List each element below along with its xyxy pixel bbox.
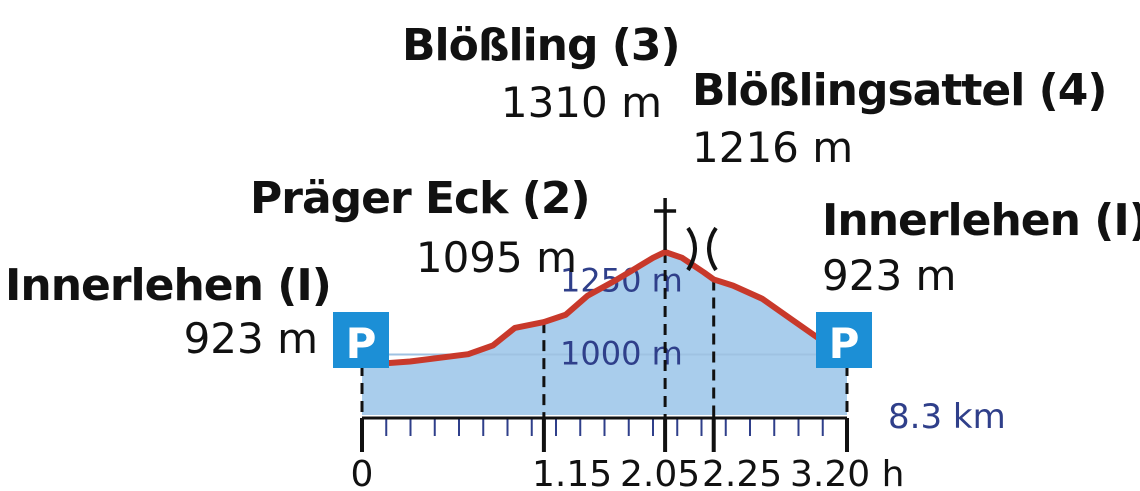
summit-cross-icon (654, 198, 677, 250)
time-tick-label: 0 (351, 454, 374, 491)
time-tick-label: 3.20 h (790, 454, 904, 491)
waypoint-elevation: 1095 m (416, 233, 577, 282)
saddle-icon (686, 226, 718, 272)
time-tick-label: 2.05 (620, 454, 700, 491)
waypoint-name: Innerlehen (I) (822, 195, 1140, 246)
waypoint-label: Innerlehen (I)923 m (5, 260, 332, 363)
time-tick-label: 2.25 (702, 454, 782, 491)
time-tick-label: 1.15 (532, 454, 612, 491)
waypoint-label: Präger Eck (2) 1095 m (250, 173, 591, 282)
waypoint-label: Blößling (3) 1310 m (402, 20, 681, 127)
parking-icon: P (816, 312, 872, 368)
waypoint-label: Innerlehen (I) 923 m (822, 195, 1140, 300)
waypoint-elevation: 923 m (184, 314, 318, 363)
waypoint-name: Blößling (3) (402, 20, 680, 71)
distance-label: 8.3 km (888, 397, 1006, 437)
route-line (359, 249, 850, 368)
waypoint-elevation: 923 m (822, 251, 956, 300)
elevation-band-label: 1250 m (560, 262, 683, 300)
waypoint-name: Innerlehen (I) (5, 260, 331, 311)
elevation-band-label: 1000 m (560, 335, 683, 373)
parking-icon: P (333, 312, 389, 368)
waypoint-elevation: 1310 m (501, 78, 662, 127)
waypoint-name: Blößlingsattel (4) (692, 65, 1107, 116)
waypoint-label: Blößlingsattel (4) 1216 m (692, 65, 1108, 172)
svg-text:P: P (829, 319, 860, 368)
svg-text:P: P (346, 319, 377, 368)
profile-area (362, 252, 847, 415)
waypoint-elevation: 1216 m (692, 123, 853, 172)
waypoint-name: Präger Eck (2) (250, 173, 590, 224)
